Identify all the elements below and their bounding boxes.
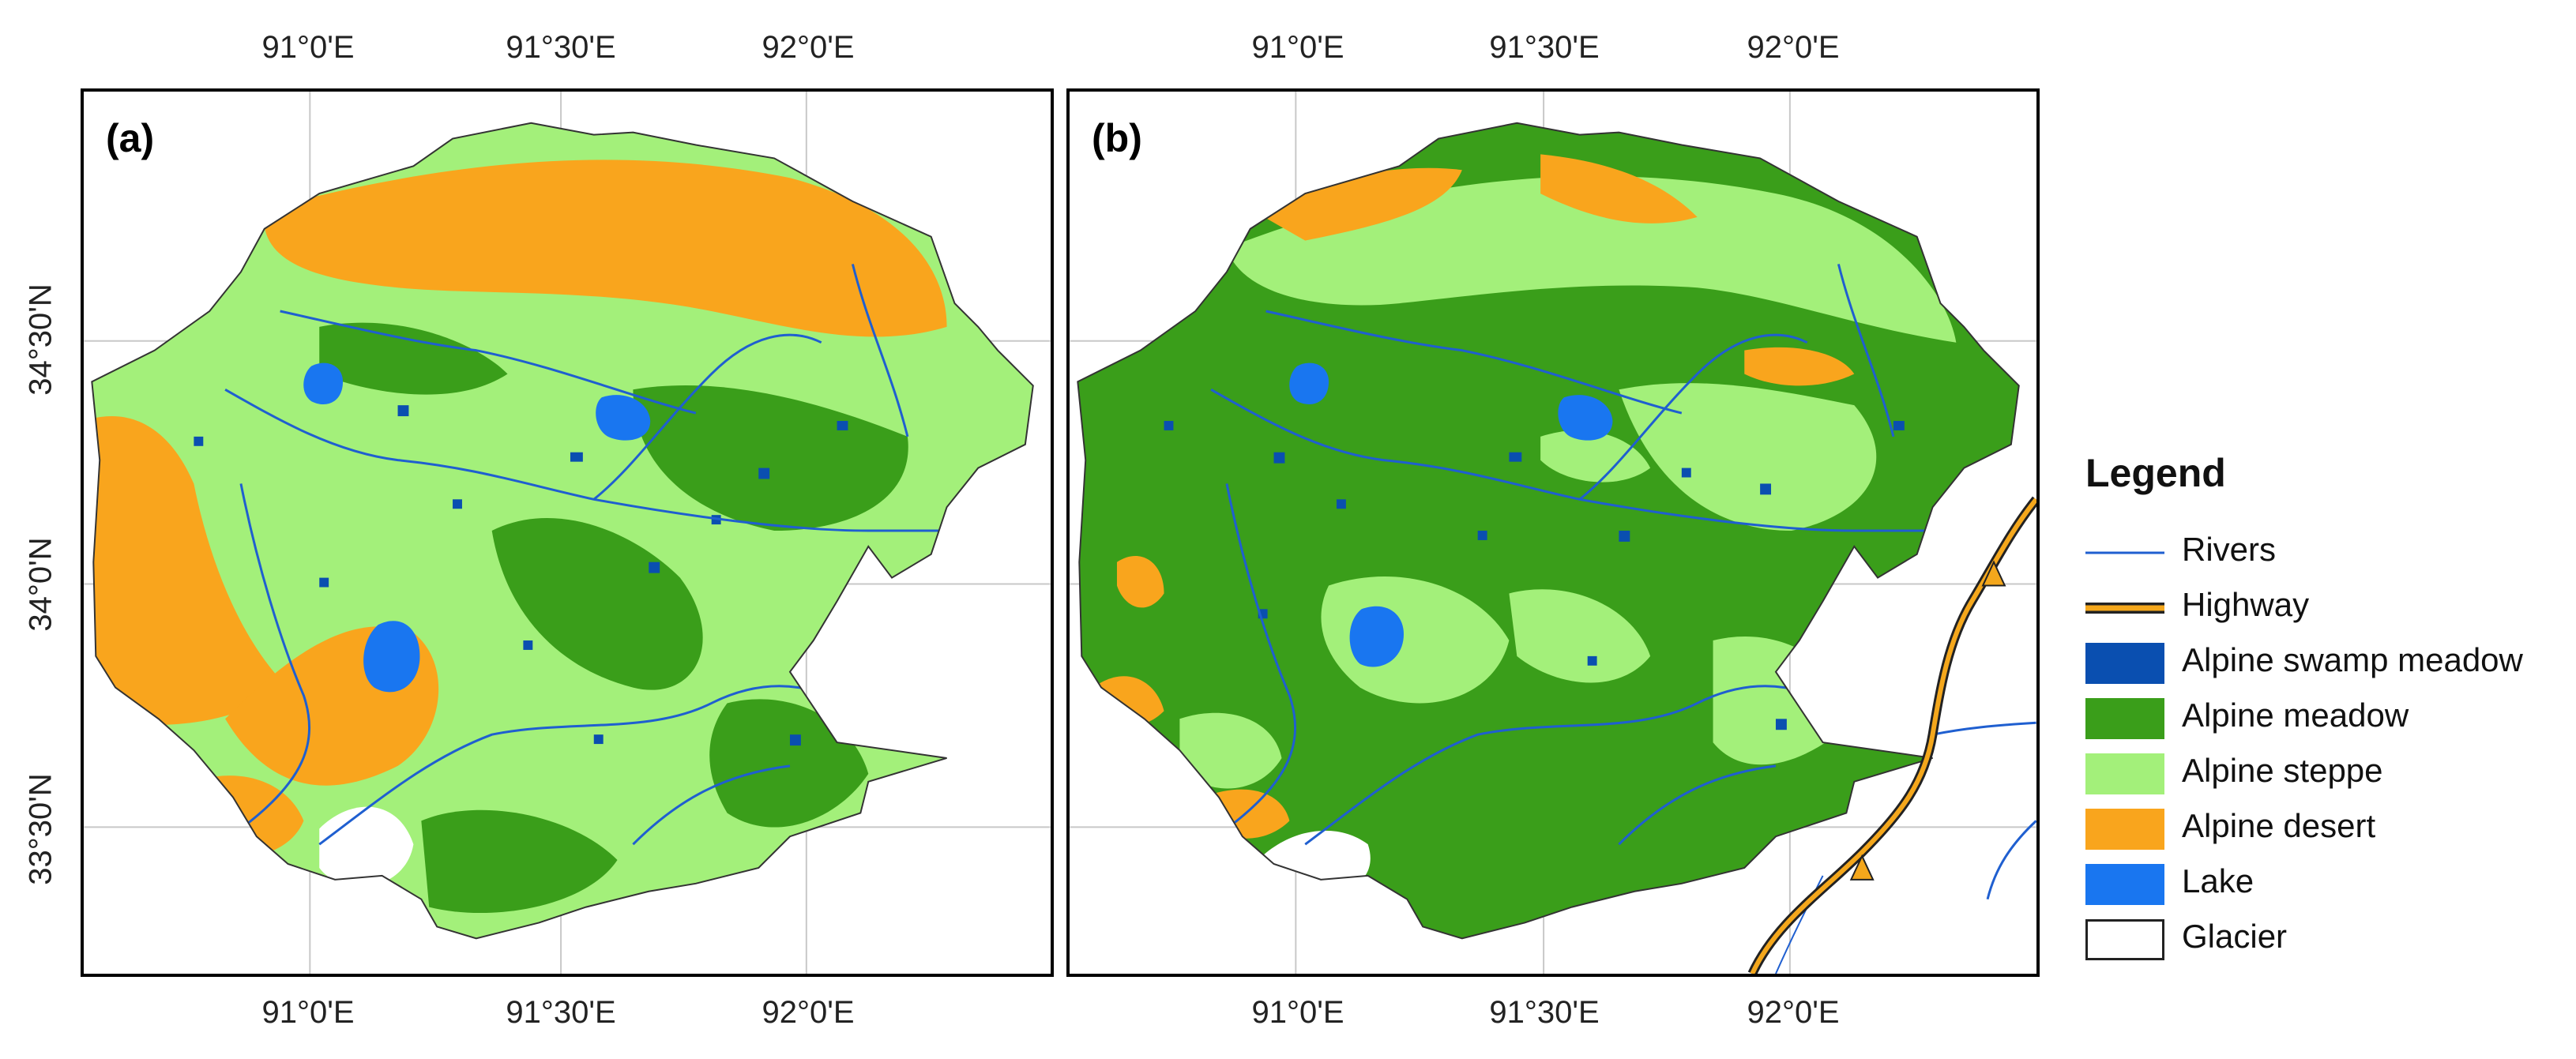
steppe-region	[1619, 383, 1877, 531]
swamp-patches	[1164, 421, 1905, 730]
lon-tick-top-b-3: 92°0'E	[1747, 30, 1840, 65]
steppe-swatch	[2085, 753, 2164, 794]
steppe-region	[1179, 712, 1282, 789]
legend-item-alpine-swamp-meadow: Alpine swamp meadow	[2085, 638, 2567, 684]
lake	[596, 395, 651, 441]
lon-tick-top-a-2: 91°30'E	[506, 30, 616, 65]
lon-tick-bottom-b-2: 91°30'E	[1489, 995, 1600, 1030]
lon-tick-top-a-1: 91°0'E	[261, 30, 355, 65]
desert-swatch	[2085, 809, 2164, 850]
legend-item-glacier: Glacier	[2085, 914, 2567, 960]
basin-land-cover-a	[92, 122, 1033, 939]
meadow-region	[491, 518, 703, 690]
legend-label: Rivers	[2182, 531, 2277, 568]
legend-item-highway: Highway	[2085, 583, 2567, 627]
lon-tick-bottom-a-2: 91°30'E	[506, 995, 616, 1030]
meadow-region	[421, 809, 618, 914]
desert-region	[92, 415, 288, 726]
basin-outline	[91, 122, 1034, 940]
external-river	[1775, 875, 1824, 974]
highway-swatch	[2085, 603, 2164, 614]
external-river	[1986, 820, 2036, 900]
legend-label: Alpine desert	[2182, 807, 2376, 844]
lon-tick-top-a-3: 92°0'E	[762, 30, 855, 65]
legend-item-alpine-steppe: Alpine steppe	[2085, 749, 2567, 794]
desert-region	[1540, 154, 1698, 223]
glacier-region	[1187, 875, 1266, 923]
legend-label: Lake	[2182, 862, 2254, 899]
glacier-region	[209, 867, 320, 923]
lat-tick-left-1: 34°30'N	[23, 284, 58, 396]
lake	[1289, 362, 1329, 404]
lat-tick-left-2: 34°0'N	[23, 537, 58, 632]
map-legend: Legend Rivers Highway Alpine swamp meado…	[2085, 450, 2567, 963]
lake-swatch	[2085, 864, 2164, 905]
steppe-region	[1540, 430, 1651, 483]
swamp-swatch	[2085, 643, 2164, 684]
highway-marker	[1981, 560, 2006, 587]
lake	[1349, 606, 1404, 667]
lon-tick-bottom-b-3: 92°0'E	[1747, 995, 1840, 1030]
legend-label: Highway	[2182, 586, 2310, 623]
legend-label: Alpine meadow	[2182, 697, 2409, 734]
panel-label-b: (b)	[1092, 116, 1142, 160]
legend-title: Legend	[2085, 451, 2226, 495]
external-river	[1932, 721, 2036, 736]
lon-tick-bottom-a-1: 91°0'E	[261, 995, 355, 1030]
steppe-region	[1226, 176, 1957, 343]
highway-marker	[1849, 854, 1875, 881]
panel-label-a: (a)	[106, 116, 155, 160]
legend-label: Glacier	[2182, 918, 2288, 955]
basin-land-cover-b	[1077, 122, 2019, 939]
lake	[363, 621, 420, 693]
map-panel-a: (a)	[81, 88, 1054, 977]
desert-region	[263, 160, 947, 337]
desert-region	[1250, 167, 1462, 241]
legend-label: Alpine steppe	[2182, 752, 2383, 789]
basin-outline	[1077, 122, 2020, 940]
lon-tick-top-b-2: 91°30'E	[1489, 30, 1600, 65]
glacier-swatch	[2085, 919, 2164, 960]
rivers-swatch	[2085, 551, 2164, 554]
desert-region	[1116, 555, 1164, 608]
steppe-region	[1509, 589, 1651, 683]
legend-label: Alpine swamp meadow	[2182, 641, 2523, 678]
meadow-region	[319, 322, 508, 395]
legend-item-lake: Lake	[2085, 859, 2567, 905]
legend-item-rivers: Rivers	[2085, 528, 2567, 572]
legend-item-alpine-desert: Alpine desert	[2085, 804, 2567, 850]
lake	[1558, 395, 1613, 441]
land-cover-map-b	[1070, 92, 2036, 974]
legend-item-alpine-meadow: Alpine meadow	[2085, 693, 2567, 739]
lon-tick-bottom-a-3: 92°0'E	[762, 995, 855, 1030]
lake	[303, 362, 344, 404]
lat-tick-left-3: 33°30'N	[23, 773, 58, 885]
land-cover-map-a	[84, 92, 1051, 974]
lon-tick-top-b-1: 91°0'E	[1251, 30, 1344, 65]
meadow-swatch	[2085, 698, 2164, 739]
map-panel-b: (b)	[1066, 88, 2040, 977]
desert-region	[1744, 347, 1855, 386]
lon-tick-bottom-b-1: 91°0'E	[1251, 995, 1344, 1030]
